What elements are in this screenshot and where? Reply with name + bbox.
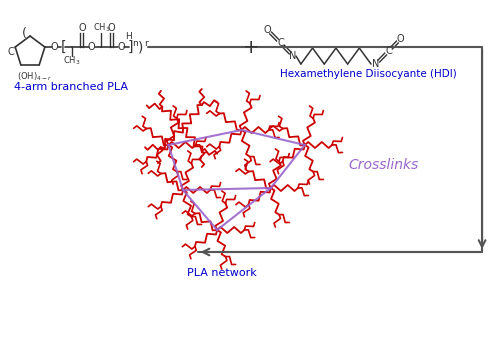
Text: CH$_3$: CH$_3$ (92, 22, 110, 34)
Text: N: N (372, 59, 380, 69)
Text: 4-arm branched PLA: 4-arm branched PLA (14, 82, 128, 92)
Text: Hexamethylene Diisocyante (HDI): Hexamethylene Diisocyante (HDI) (280, 69, 457, 79)
Text: C: C (385, 46, 392, 56)
Text: CH$_3$: CH$_3$ (64, 55, 81, 67)
Text: O: O (51, 42, 59, 52)
Text: O: O (264, 25, 272, 35)
Text: n: n (132, 38, 138, 48)
Text: [: [ (60, 40, 66, 54)
Text: H: H (126, 32, 132, 40)
Text: PLA network: PLA network (187, 268, 257, 278)
Text: C: C (7, 47, 14, 57)
Text: N: N (290, 51, 297, 61)
Text: +: + (243, 37, 260, 56)
Text: r: r (144, 38, 148, 48)
Text: Crosslinks: Crosslinks (348, 158, 419, 172)
Text: ]: ] (128, 40, 134, 54)
Text: O: O (396, 34, 404, 44)
Text: O: O (117, 42, 124, 52)
Text: (OH)$_{4-r}$: (OH)$_{4-r}$ (18, 71, 52, 83)
Text: O: O (88, 42, 96, 52)
Text: O: O (108, 23, 115, 33)
Text: (: ( (22, 28, 26, 40)
Text: ): ) (138, 40, 143, 54)
Text: C: C (277, 38, 284, 48)
Text: O: O (78, 23, 86, 33)
